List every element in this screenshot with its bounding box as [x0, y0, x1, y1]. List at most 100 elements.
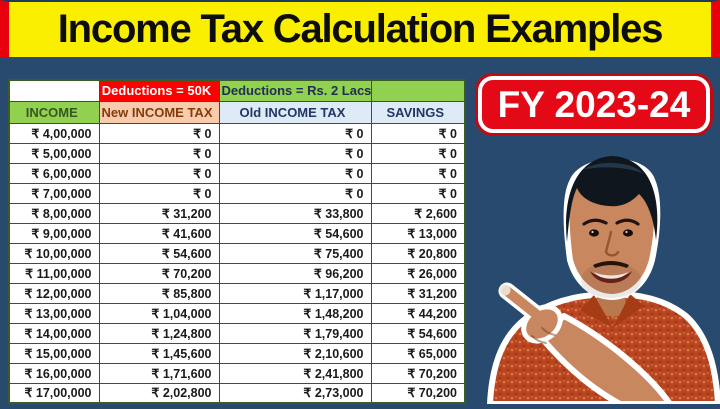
- savings-cell: ₹ 0: [370, 142, 466, 164]
- column-header-row: INCOME New INCOME TAX Old INCOME TAX SAV…: [8, 100, 466, 124]
- table-row: ₹ 11,00,000 ₹ 70,200 ₹ 96,200 ₹ 26,000: [8, 262, 466, 284]
- fingertip-highlight: [499, 284, 511, 296]
- income-cell: ₹ 13,00,000: [8, 302, 100, 324]
- fiscal-year-badge: FY 2023-24: [478, 76, 710, 133]
- old-tax-cell: ₹ 33,800: [218, 202, 372, 224]
- new-tax-cell: ₹ 2,02,800: [98, 382, 220, 404]
- new-tax-cell: ₹ 31,200: [98, 202, 220, 224]
- presenter-photo: [470, 140, 720, 407]
- eye-glint: [625, 230, 628, 234]
- new-tax-cell: ₹ 1,04,000: [98, 302, 220, 324]
- table-row: ₹ 15,00,000 ₹ 1,45,600 ₹ 2,10,600 ₹ 65,0…: [8, 342, 466, 364]
- table-row: ₹ 8,00,000 ₹ 31,200 ₹ 33,800 ₹ 2,600: [8, 202, 466, 224]
- old-tax-cell: ₹ 1,17,000: [218, 282, 372, 304]
- income-cell: ₹ 5,00,000: [8, 142, 100, 164]
- savings-cell: ₹ 65,000: [370, 342, 466, 364]
- new-tax-cell: ₹ 0: [98, 162, 220, 184]
- presenter-hair: [566, 156, 658, 242]
- collar-left: [580, 295, 613, 328]
- new-tax-cell: ₹ 85,800: [98, 282, 220, 304]
- table-row: ₹ 16,00,000 ₹ 1,71,600 ₹ 2,41,800 ₹ 70,2…: [8, 362, 466, 384]
- income-cell: ₹ 15,00,000: [8, 342, 100, 364]
- new-tax-cell: ₹ 0: [98, 122, 220, 144]
- table-row: ₹ 10,00,000 ₹ 54,600 ₹ 75,400 ₹ 20,800: [8, 242, 466, 264]
- savings-cell: ₹ 2,600: [370, 202, 466, 224]
- page-title: Income Tax Calculation Examples: [57, 7, 664, 51]
- new-tax-cell: ₹ 0: [98, 182, 220, 204]
- income-cell: ₹ 9,00,000: [8, 222, 100, 244]
- income-cell: ₹ 12,00,000: [8, 282, 100, 304]
- mustache: [593, 261, 629, 268]
- presenter-illustration: [487, 156, 720, 407]
- eye-glint: [591, 230, 594, 234]
- table-body: ₹ 4,00,000 ₹ 0 ₹ 0 ₹ 0 ₹ 5,00,000 ₹ 0 ₹ …: [8, 122, 466, 404]
- savings-cell: ₹ 26,000: [370, 262, 466, 284]
- deductions-row: Deductions = 50K Deductions = Rs. 2 Lacs: [8, 79, 466, 102]
- table-row: ₹ 9,00,000 ₹ 41,600 ₹ 54,600 ₹ 13,000: [8, 222, 466, 244]
- blank-cell: [8, 79, 100, 102]
- income-cell: ₹ 14,00,000: [8, 322, 100, 344]
- savings-cell: ₹ 70,200: [370, 382, 466, 404]
- old-tax-cell: ₹ 0: [218, 142, 372, 164]
- old-tax-cell: ₹ 96,200: [218, 262, 372, 284]
- savings-cell: ₹ 20,800: [370, 242, 466, 264]
- table-row: ₹ 14,00,000 ₹ 1,24,800 ₹ 1,79,400 ₹ 54,6…: [8, 322, 466, 344]
- savings-cell: ₹ 0: [370, 182, 466, 204]
- presenter-chest: [604, 300, 622, 320]
- old-tax-cell: ₹ 1,79,400: [218, 322, 372, 344]
- income-tax-table: Deductions = 50K Deductions = Rs. 2 Lacs…: [8, 79, 466, 404]
- old-tax-cell: ₹ 75,400: [218, 242, 372, 264]
- table-row: ₹ 4,00,000 ₹ 0 ₹ 0 ₹ 0: [8, 122, 466, 144]
- old-tax-cell: ₹ 1,48,200: [218, 302, 372, 324]
- new-tax-cell: ₹ 0: [98, 142, 220, 164]
- new-regime-deduction-cell: Deductions = 50K: [98, 79, 220, 102]
- left-eye: [589, 229, 599, 237]
- savings-cell: ₹ 31,200: [370, 282, 466, 304]
- knuckle-lines: [531, 327, 556, 344]
- column-header-income: INCOME: [8, 100, 100, 124]
- savings-cell: ₹ 54,600: [370, 322, 466, 344]
- old-tax-cell: ₹ 54,600: [218, 222, 372, 244]
- new-tax-cell: ₹ 1,24,800: [98, 322, 220, 344]
- column-header-old-income-tax: Old INCOME TAX: [218, 100, 372, 124]
- pointing-finger: [502, 286, 541, 319]
- column-header-savings: SAVINGS: [370, 100, 466, 124]
- left-eyebrow: [582, 218, 608, 226]
- nose: [604, 230, 620, 257]
- hair-sheen: [582, 162, 644, 174]
- income-cell: ₹ 8,00,000: [8, 202, 100, 224]
- savings-cell: ₹ 0: [370, 162, 466, 184]
- title-banner: Income Tax Calculation Examples: [0, 0, 720, 57]
- new-tax-cell: ₹ 1,45,600: [98, 342, 220, 364]
- savings-cell: ₹ 44,200: [370, 302, 466, 324]
- right-eye: [623, 229, 633, 237]
- table-row: ₹ 13,00,000 ₹ 1,04,000 ₹ 1,48,200 ₹ 44,2…: [8, 302, 466, 324]
- collar-right: [613, 294, 644, 328]
- income-cell: ₹ 7,00,000: [8, 182, 100, 204]
- table-row: ₹ 7,00,000 ₹ 0 ₹ 0 ₹ 0: [8, 182, 466, 204]
- savings-cell: ₹ 70,200: [370, 362, 466, 384]
- new-tax-cell: ₹ 54,600: [98, 242, 220, 264]
- income-cell: ₹ 11,00,000: [8, 262, 100, 284]
- income-cell: ₹ 6,00,000: [8, 162, 100, 184]
- column-header-new-income-tax: New INCOME TAX: [98, 100, 220, 124]
- old-tax-cell: ₹ 0: [218, 162, 372, 184]
- stubble-shadow: [581, 262, 641, 298]
- savings-cell: ₹ 13,000: [370, 222, 466, 244]
- old-tax-cell: ₹ 2,10,600: [218, 342, 372, 364]
- new-tax-cell: ₹ 41,600: [98, 222, 220, 244]
- table-row: ₹ 5,00,000 ₹ 0 ₹ 0 ₹ 0: [8, 142, 466, 164]
- blank-cell: [370, 79, 466, 102]
- new-tax-cell: ₹ 1,71,600: [98, 362, 220, 384]
- income-cell: ₹ 10,00,000: [8, 242, 100, 264]
- old-tax-cell: ₹ 0: [218, 122, 372, 144]
- savings-cell: ₹ 0: [370, 122, 466, 144]
- table-row: ₹ 6,00,000 ₹ 0 ₹ 0 ₹ 0: [8, 162, 466, 184]
- tax-table: Deductions = 50K Deductions = Rs. 2 Lacs…: [8, 79, 466, 404]
- old-tax-cell: ₹ 2,73,000: [218, 382, 372, 404]
- teeth: [594, 272, 628, 279]
- old-tax-cell: ₹ 2,41,800: [218, 362, 372, 384]
- old-tax-cell: ₹ 0: [218, 182, 372, 204]
- income-cell: ₹ 4,00,000: [8, 122, 100, 144]
- new-tax-cell: ₹ 70,200: [98, 262, 220, 284]
